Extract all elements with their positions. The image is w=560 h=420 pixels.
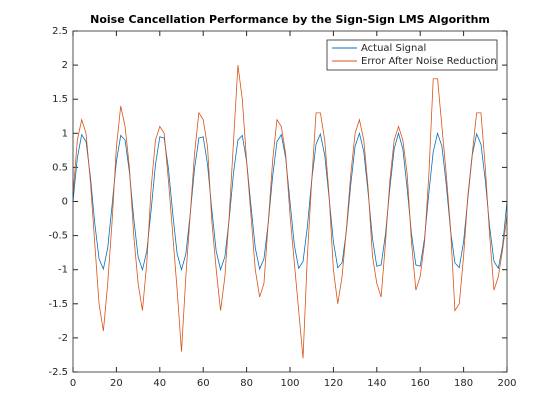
legend-label: Actual Signal (361, 43, 426, 54)
y-tick-label: -0.5 (48, 231, 68, 242)
y-tick-label: 0 (62, 197, 68, 208)
series-line (72, 131, 508, 272)
x-tick-label: 120 (324, 378, 343, 389)
y-tick-label: -1 (58, 265, 68, 276)
y-tick-label: 1.5 (52, 94, 68, 105)
y-tick-label: -1.5 (48, 299, 68, 310)
x-tick-label: 200 (497, 378, 516, 389)
x-tick-label: 100 (280, 378, 299, 389)
x-tick-label: 60 (197, 378, 210, 389)
legend: Actual Signal Error After Noise Reduction (326, 39, 498, 71)
y-tick-label: 0.5 (52, 162, 68, 173)
series-line (72, 65, 508, 359)
legend-label: Error After Noise Reduction (361, 56, 497, 67)
x-tick-label: 40 (153, 378, 166, 389)
x-tick-label: 80 (240, 378, 253, 389)
y-tick-label: 2 (62, 60, 68, 71)
x-tick-label: 180 (454, 378, 473, 389)
plot-frame (72, 30, 508, 373)
y-tick-label: 1 (62, 128, 68, 139)
x-tick-label: 0 (70, 378, 76, 389)
chart-title: Noise Cancellation Performance by the Si… (90, 13, 490, 26)
y-tick-label: -2.5 (48, 367, 68, 378)
legend-box (326, 39, 498, 71)
y-tick-label: 2.5 (52, 26, 68, 37)
y-tick-label: -2 (58, 333, 68, 344)
x-tick-label: 140 (367, 378, 386, 389)
x-tick-label: 160 (411, 378, 430, 389)
x-tick-label: 20 (110, 378, 123, 389)
